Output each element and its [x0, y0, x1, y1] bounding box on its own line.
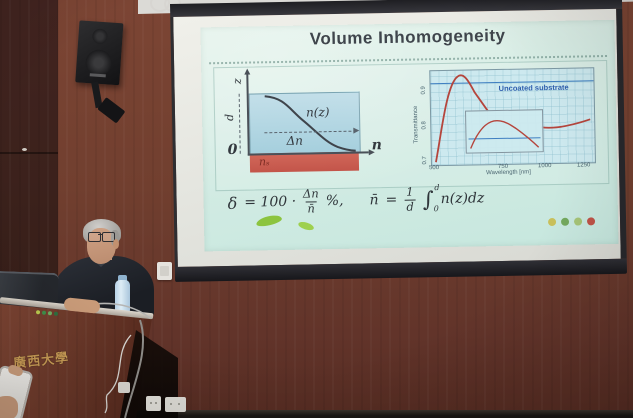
glasses-right-lens — [102, 232, 115, 242]
water-bottle-cap — [118, 275, 127, 282]
eq-equals: = — [385, 191, 398, 209]
transmittance-curve — [435, 74, 591, 163]
dot — [547, 217, 557, 227]
logo-dot — [35, 310, 41, 315]
eq-frac-den: d — [404, 199, 416, 214]
glasses-bridge — [98, 234, 103, 235]
index-profile-curve — [264, 95, 356, 152]
inhomogeneity-equation: δ = 100 · Δn n̄ %, n̄ = 1 d ∫ d 0 — [227, 180, 484, 221]
x-tick: 500 — [428, 165, 440, 172]
dot — [573, 217, 583, 226]
foreground-hand — [0, 396, 18, 418]
x-axis-title: Wavelength [nm] — [486, 169, 532, 177]
eq-fraction-dn-nbar: Δn n̄ — [302, 186, 319, 216]
logo-dot — [47, 311, 53, 316]
ear — [113, 239, 119, 249]
index-profile-figure: z d 0 n n(z) Δn nₛ — [221, 66, 398, 183]
outlet-hole — [170, 403, 172, 405]
transmittance-figure: Transmittance 0.9 0.8 0.7 Uncoated subst… — [406, 62, 606, 184]
delta-n-label: Δn — [286, 133, 304, 148]
eq-frac-num: Δn — [302, 186, 319, 201]
plot-area: Uncoated substrate — [429, 67, 596, 167]
eq-nbar: n̄ — [369, 192, 379, 209]
wall-switch — [157, 262, 172, 280]
eq-frac-den: n̄ — [305, 200, 317, 216]
outlet-hole — [150, 402, 152, 404]
zoom-inset — [465, 109, 544, 154]
n-axis-label: n — [371, 137, 382, 154]
eq-frac-num: 1 — [406, 184, 414, 199]
thickness-label: d — [223, 113, 237, 122]
floor-strip — [60, 410, 633, 418]
integral-lower: 0 — [433, 203, 439, 213]
projection-screen: Volume Inhomogeneity z d 0 n — [170, 0, 628, 282]
dot — [586, 217, 596, 226]
origin-label: 0 — [227, 141, 238, 158]
podium-cables — [104, 319, 144, 418]
cable-connector — [118, 382, 130, 393]
presenter-head — [83, 219, 121, 269]
thickness-guide — [238, 93, 241, 154]
x-tick: 1000 — [537, 163, 552, 170]
z-axis-label: z — [230, 78, 244, 85]
panel-label — [22, 148, 27, 151]
x-tick: 1250 — [576, 162, 591, 169]
eq-integral: ∫ d 0 — [422, 183, 439, 213]
wall-speaker — [73, 20, 130, 124]
wall-outlet — [165, 397, 186, 412]
y-tick: 0.8 — [421, 121, 428, 130]
slide-corner-dots — [547, 217, 596, 227]
speaker-tweeter — [91, 28, 108, 45]
wall-switch-rocker — [160, 266, 169, 276]
outlet-hole — [155, 402, 157, 404]
logo-dot — [41, 310, 47, 315]
curve-label: n(z) — [305, 105, 330, 120]
y-tick: 0.7 — [422, 156, 429, 165]
logo-dot — [53, 311, 59, 316]
y-axis-title: Transmittance — [412, 105, 420, 144]
wall-outlet — [146, 396, 161, 411]
glasses-left-lens — [88, 232, 101, 242]
substrate-label: nₛ — [258, 155, 270, 169]
eq-100: = 100 · — [244, 193, 297, 211]
speaker-badge — [89, 73, 106, 78]
eq-integrand: n(z)dz — [440, 190, 485, 208]
eq-delta: δ — [227, 193, 238, 213]
slide: Volume Inhomogeneity z d 0 n — [200, 19, 619, 252]
y-tick: 0.9 — [420, 86, 427, 95]
panel-seam — [0, 152, 58, 154]
dot — [560, 217, 570, 226]
integral-sign: ∫ — [422, 186, 434, 211]
integral-upper: d — [434, 182, 440, 192]
speaker-box — [75, 20, 124, 86]
delta-n-arrowhead — [353, 127, 360, 134]
eq-percent: %, — [325, 192, 344, 210]
eq-fraction-1-d: 1 d — [404, 184, 416, 214]
inset-curve — [470, 119, 540, 149]
sideburn — [111, 230, 119, 246]
outlet-hole — [178, 403, 180, 405]
z-axis-arrow — [244, 68, 251, 75]
